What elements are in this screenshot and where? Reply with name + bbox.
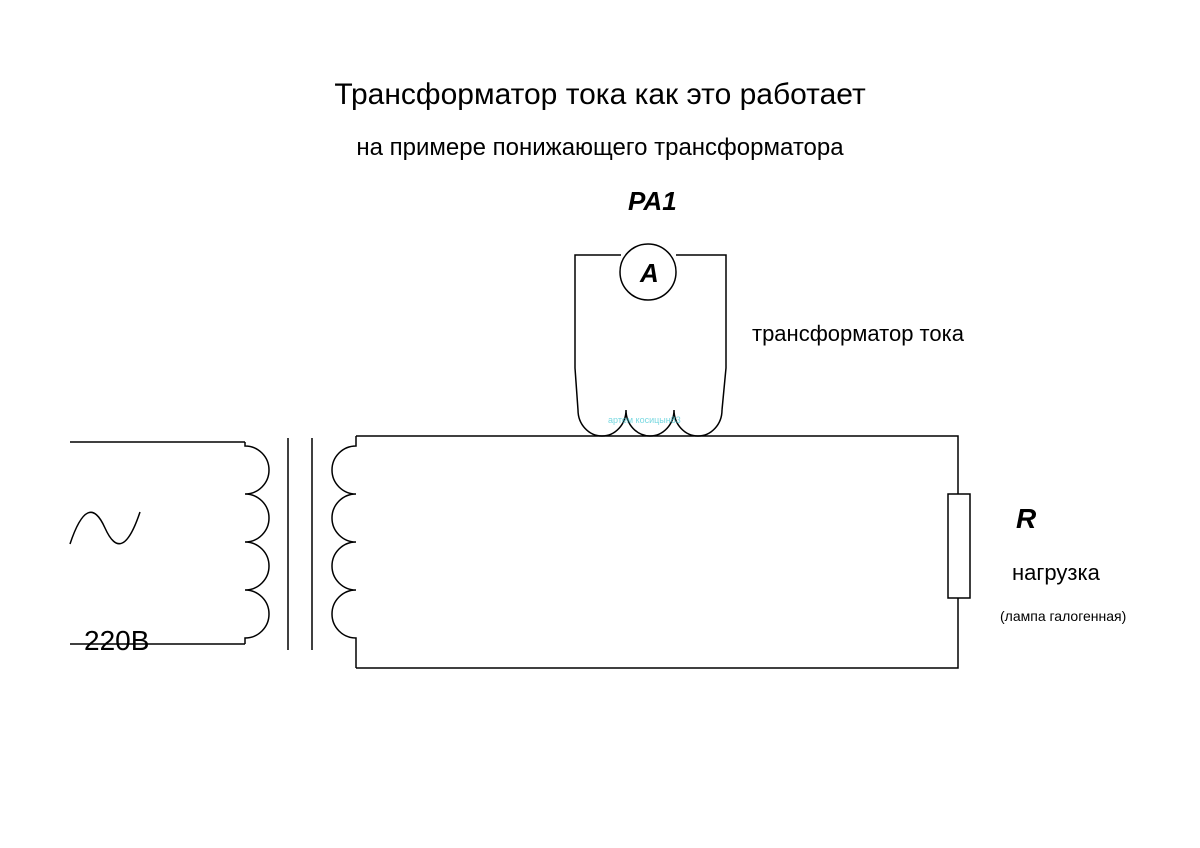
- r-label: R: [1016, 503, 1036, 535]
- ct-text-label: трансформатор тока: [752, 321, 964, 347]
- ct-right-wire: [676, 255, 726, 410]
- load-label: нагрузка: [1012, 560, 1100, 586]
- pa1-label: PA1: [628, 186, 677, 217]
- voltage-label: 220В: [84, 625, 149, 657]
- ammeter-a-label: A: [640, 258, 659, 289]
- lamp-label: (лампа галогенная): [1000, 608, 1126, 624]
- ac-source-icon: [70, 512, 140, 544]
- watermark-text: артем косицын83: [608, 415, 681, 425]
- resistor-load: [948, 494, 970, 598]
- circuit-diagram: [0, 0, 1200, 848]
- secondary-bot-wire: [356, 598, 958, 668]
- primary-coil: [245, 442, 269, 644]
- ct-left-wire: [575, 255, 621, 410]
- secondary-coil: [332, 440, 356, 646]
- secondary-top-wire: [356, 436, 958, 494]
